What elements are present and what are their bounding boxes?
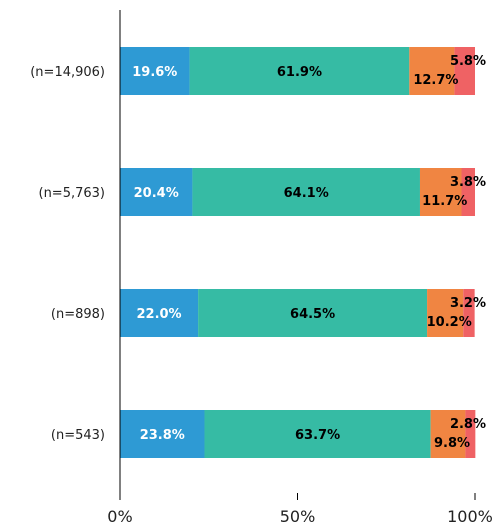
bar-segment xyxy=(427,289,464,337)
data-label: 11.7% xyxy=(422,194,467,209)
data-label: 10.2% xyxy=(427,315,472,330)
data-label: 20.4% xyxy=(134,186,179,201)
data-label: 12.7% xyxy=(413,73,458,88)
value-labels: 19.6% 61.9% 12.7% 5.8% 20.4% 64.1% 11.7% 3.8% 22… xyxy=(132,54,486,451)
data-label: 22.0% xyxy=(136,307,181,322)
bar-segment xyxy=(204,410,431,458)
bar-segment xyxy=(461,168,475,216)
data-label: 63.7% xyxy=(295,428,340,443)
data-label: 23.8% xyxy=(140,428,185,443)
bars-group xyxy=(120,47,476,458)
bar-segment xyxy=(120,168,193,216)
data-label: 64.5% xyxy=(290,307,335,322)
bar-segment xyxy=(120,410,205,458)
bar-segment xyxy=(454,47,475,95)
category-label: (n=5,763) xyxy=(39,186,106,201)
bar-segment xyxy=(409,47,455,95)
category-label: (n=14,906) xyxy=(30,65,105,80)
data-label: 64.1% xyxy=(284,186,329,201)
bar-segment xyxy=(198,289,428,337)
bar-segment xyxy=(120,47,190,95)
data-label: 9.8% xyxy=(434,436,470,451)
data-label: 61.9% xyxy=(277,65,322,80)
x-tick-label-50: 50% xyxy=(280,507,316,526)
bar-segment xyxy=(465,410,476,458)
data-label: 5.8% xyxy=(450,54,486,69)
data-label: 19.6% xyxy=(132,65,177,80)
x-tick-label-100: 100% xyxy=(447,507,493,526)
category-label: (n=543) xyxy=(51,428,105,443)
bar-segment xyxy=(430,410,466,458)
bar-segment xyxy=(192,168,420,216)
category-labels: (n=14,906) (n=5,763) (n=898) (n=543) xyxy=(30,65,105,443)
data-label: 2.8% xyxy=(450,417,486,432)
category-label: (n=898) xyxy=(51,307,105,322)
data-label: 3.8% xyxy=(450,175,486,190)
x-tick-label-0: 0% xyxy=(107,507,132,526)
bar-segment xyxy=(120,289,199,337)
data-label: 3.2% xyxy=(450,296,486,311)
bar-segment xyxy=(463,289,475,337)
bar-segment xyxy=(419,168,462,216)
bar-segment xyxy=(189,47,410,95)
